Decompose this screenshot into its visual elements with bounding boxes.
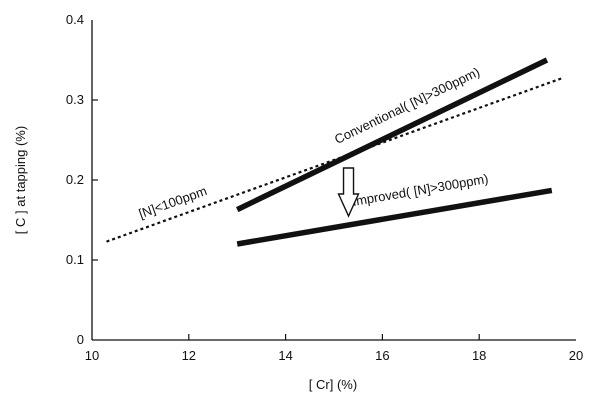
y-tick-label: 0.3: [66, 92, 84, 107]
x-tick-label: 14: [278, 348, 292, 363]
ticks: 10 12 14 16 18 20 0 0.1 0.2 0.3 0.4: [66, 12, 583, 363]
down-arrow-icon: [337, 167, 360, 218]
x-tick-label: 18: [472, 348, 486, 363]
x-axis-label: [ Cr] (%): [309, 377, 357, 392]
y-tick-label: 0.2: [66, 172, 84, 187]
x-tick-label: 20: [569, 348, 583, 363]
series-label-2: [N]<100ppm: [137, 183, 209, 221]
y-axis-label: [ C ] at tapping (%): [13, 126, 28, 234]
series-layer: [106, 57, 562, 247]
series-line-0: [236, 57, 549, 213]
x-tick-label: 10: [85, 348, 99, 363]
y-tick-label: 0.4: [66, 12, 84, 27]
labels-layer: Conventional( [N]>300ppm)Improved( [N]>3…: [137, 64, 490, 221]
series-line-1: [236, 187, 553, 247]
x-tick-label: 12: [182, 348, 196, 363]
axes: [91, 20, 576, 341]
y-tick-label: 0.1: [66, 252, 84, 267]
x-tick-label: 16: [375, 348, 389, 363]
series-line-2: [106, 77, 562, 243]
y-tick-label: 0: [77, 332, 84, 347]
